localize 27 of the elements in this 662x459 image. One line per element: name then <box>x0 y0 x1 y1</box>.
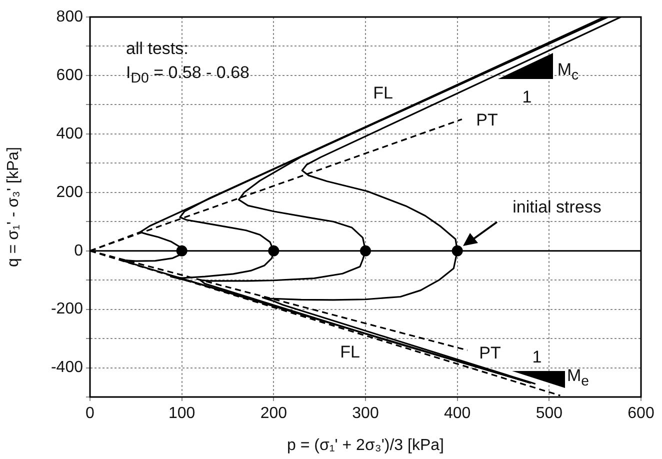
x-tick-label: 0 <box>86 405 95 422</box>
x-tick-label: 100 <box>168 405 196 422</box>
x-tick-label: 200 <box>260 405 288 422</box>
y-tick-label: 200 <box>56 184 84 201</box>
annotation: all tests: <box>126 39 188 58</box>
annotation: initial stress <box>512 198 602 216</box>
annotation: 1 <box>522 88 532 106</box>
y-tick-label: 800 <box>56 8 84 26</box>
annotation: M$_{e}$ <box>566 366 590 390</box>
y-tick-label: 0 <box>74 242 84 260</box>
y-tick-label: -400 <box>50 359 84 376</box>
annotation: M$_{c}$ <box>557 60 579 84</box>
x-tick-label: 600 <box>628 405 654 422</box>
annotation: FL <box>340 342 360 362</box>
x-tick-label: 400 <box>444 405 471 422</box>
y-tick-label: -200 <box>50 300 84 318</box>
annotation: 1 <box>532 348 542 366</box>
y-tick-label: 400 <box>56 125 84 142</box>
annotation: FL <box>373 84 393 102</box>
x-tick-label: 500 <box>536 405 563 422</box>
y-tick-label: 600 <box>56 66 84 84</box>
annotation: PT <box>476 110 498 130</box>
x-tick-label: 300 <box>352 405 379 422</box>
y-axis-title: q = σ₁' - σ₃' [kPa] <box>5 146 22 268</box>
annotation: I$_{D0}$ = 0.58 - 0.68 <box>126 63 250 86</box>
annotation: PT <box>479 344 501 362</box>
x-axis-title: p = (σ₁' + 2σ₃')/3 [kPa] <box>287 436 444 454</box>
